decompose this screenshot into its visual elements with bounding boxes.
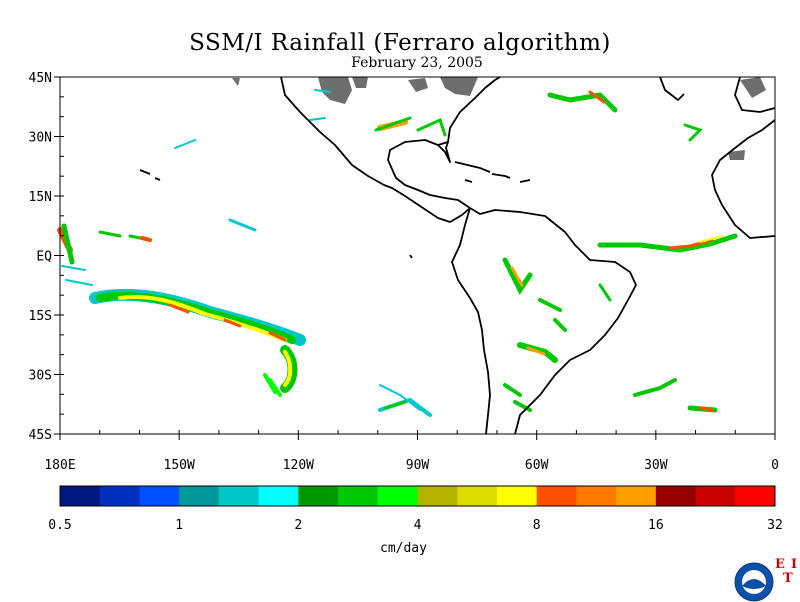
lon-label: 120W <box>283 458 314 473</box>
colorbar-swatch <box>258 486 299 506</box>
colorbar-tick-label: 32 <box>767 518 783 533</box>
colorbar-tick-label: 8 <box>533 518 541 533</box>
lon-label: 150W <box>164 458 195 473</box>
colorbar-swatch <box>99 486 140 506</box>
lon-label: 0 <box>771 458 779 473</box>
logo-letter-i: I <box>791 557 798 572</box>
lon-label: 180E <box>44 458 75 473</box>
lon-label: 30W <box>644 458 668 473</box>
colorbar-swatch <box>60 486 101 506</box>
colorbar-swatch <box>655 486 697 506</box>
coastlines <box>139 76 776 435</box>
colorbar-swatch <box>338 486 379 506</box>
lat-label: 30N <box>29 131 52 146</box>
colorbar-swatch <box>377 486 418 506</box>
colorbar-swatch <box>695 486 736 506</box>
logo-letter-t: T <box>783 571 793 586</box>
map-axes: 45N 30N 15N EQ 15S 30S 45S 180E 150W 120W 90W 60W 30… <box>29 71 779 473</box>
colorbar-swatch <box>576 486 617 506</box>
colorbar-swatch <box>179 486 220 506</box>
lat-label: 15N <box>29 190 52 205</box>
colorbar-swatch <box>735 486 776 506</box>
colorbar-swatch <box>417 486 458 506</box>
colorbar-tick-label: 4 <box>414 518 422 533</box>
lat-label: 45N <box>29 71 52 86</box>
lat-label: EQ <box>36 250 52 265</box>
lat-label: 15S <box>29 309 52 324</box>
colorbar-tick-label: 2 <box>294 518 302 533</box>
colorbar-swatch <box>218 486 260 506</box>
colorbar-swatch <box>298 486 339 506</box>
logo-letter-e: E <box>775 557 785 572</box>
noaa-logo <box>734 562 774 602</box>
lat-label: 45S <box>29 428 52 443</box>
colorbar-unit: cm/day <box>380 541 427 556</box>
colorbar-tick-label: 16 <box>648 518 664 533</box>
colorbar-swatch <box>496 486 538 506</box>
colorbar-tick-label: 0.5 <box>48 518 71 533</box>
missing-data-areas <box>232 77 766 160</box>
lon-label: 60W <box>525 458 549 473</box>
lat-label: 30S <box>29 369 52 384</box>
colorbar-swatch <box>536 486 577 506</box>
lon-label: 90W <box>406 458 430 473</box>
color-bar: 0.5 1 2 4 8 16 32 <box>48 485 783 533</box>
colorbar-tick-label: 1 <box>175 518 183 533</box>
colorbar-swatch <box>457 486 498 506</box>
map-title: SSM/I Rainfall (Ferraro algorithm) <box>189 30 611 56</box>
map-date: February 23, 2005 <box>351 55 483 71</box>
rain-patches <box>57 89 738 417</box>
logo-letters: E T I <box>775 557 798 586</box>
colorbar-swatch <box>139 486 180 506</box>
colorbar-swatch <box>616 486 657 506</box>
colorbar-frame <box>59 485 776 507</box>
map-panel <box>57 76 776 435</box>
